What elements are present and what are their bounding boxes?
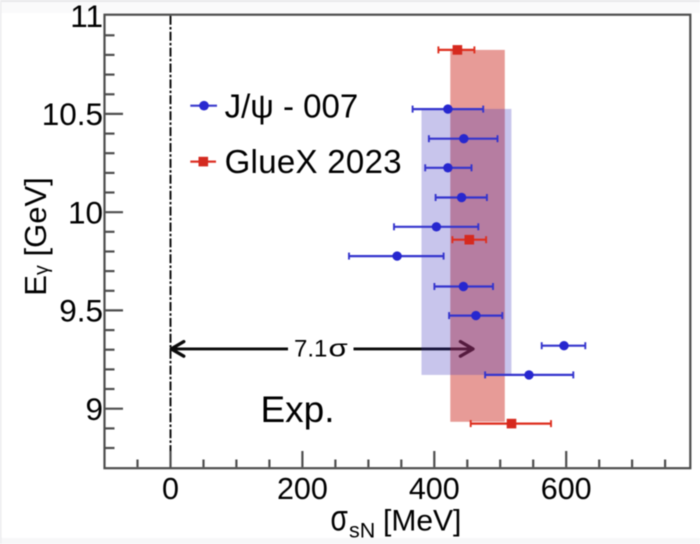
svg-text:[MeV]: [MeV] xyxy=(383,505,461,538)
svg-text:Eγ [GeV]: Eγ [GeV] xyxy=(18,177,53,296)
svg-text:σ: σ xyxy=(331,497,348,539)
svg-text:J/ψ - 007: J/ψ - 007 xyxy=(225,88,359,125)
svg-text:sN: sN xyxy=(349,519,375,543)
svg-text:200: 200 xyxy=(277,472,328,506)
svg-text:Exp.: Exp. xyxy=(261,389,335,430)
svg-text:10.5: 10.5 xyxy=(42,96,103,132)
svg-text:9: 9 xyxy=(85,391,103,427)
svg-text:11: 11 xyxy=(70,0,103,34)
svg-text:0: 0 xyxy=(162,472,179,506)
svg-text:9.5: 9.5 xyxy=(59,293,103,329)
svg-text:600: 600 xyxy=(541,472,592,506)
svg-text:10: 10 xyxy=(68,195,103,231)
svg-text:GlueX 2023: GlueX 2023 xyxy=(225,143,402,180)
svg-text:σ: σ xyxy=(329,335,348,362)
svg-text:7.1: 7.1 xyxy=(294,336,327,363)
svg-text:400: 400 xyxy=(409,472,460,506)
